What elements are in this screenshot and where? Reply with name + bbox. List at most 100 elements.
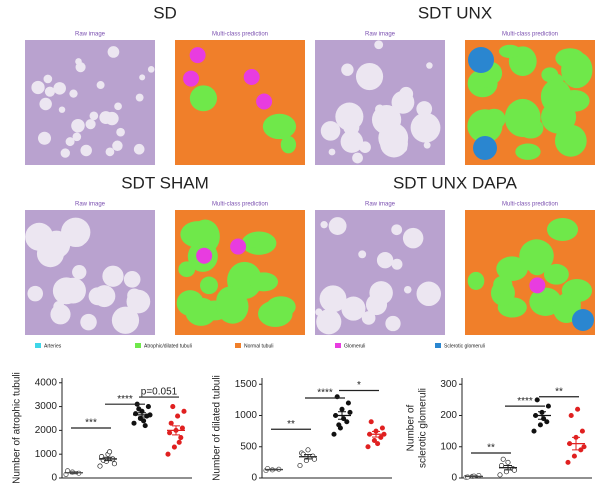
glomerulus xyxy=(196,247,213,264)
legend-label: Normal tubuli xyxy=(244,343,273,349)
legend-label: Glomeruli xyxy=(344,343,365,349)
point xyxy=(136,406,142,412)
tubule xyxy=(185,297,217,326)
raw-image xyxy=(315,40,445,165)
lumen xyxy=(89,111,99,121)
y-axis-label: Number of atrophic tubuli xyxy=(12,372,23,484)
point xyxy=(168,420,174,426)
prediction-image xyxy=(175,210,305,335)
y-tick-label: 0 xyxy=(451,473,457,484)
y-axis-label: Number of xyxy=(406,404,417,451)
glomerulus xyxy=(529,277,546,294)
point xyxy=(371,437,377,444)
lumen xyxy=(135,93,144,102)
lumen xyxy=(385,315,401,332)
lumen xyxy=(114,102,122,111)
significance-label: p=0.051 xyxy=(141,387,178,398)
point xyxy=(311,456,317,462)
raw-image xyxy=(25,40,155,165)
prediction-image xyxy=(465,210,595,335)
y-axis-label: Number of dilated tubuli xyxy=(212,375,223,481)
tubule xyxy=(541,67,559,83)
legend-swatch xyxy=(335,343,341,348)
lumen xyxy=(139,74,146,81)
y-tick-label: 0 xyxy=(251,473,257,484)
significance-label: **** xyxy=(117,394,133,405)
lumen xyxy=(336,299,344,307)
lumen xyxy=(369,281,393,305)
y-axis-label: sclerotic glomeruli xyxy=(418,388,429,468)
point xyxy=(345,400,351,406)
tubule xyxy=(249,272,279,292)
lumen xyxy=(85,119,96,130)
tubule xyxy=(493,275,513,294)
tubule xyxy=(178,261,196,278)
lumen xyxy=(391,224,403,236)
point xyxy=(537,422,543,428)
lumen xyxy=(403,285,412,294)
glomerulus xyxy=(189,47,206,64)
point xyxy=(531,428,537,434)
lumen xyxy=(69,230,87,247)
point xyxy=(339,406,345,412)
legend-label: Arteries xyxy=(44,343,62,349)
point xyxy=(170,404,176,410)
tubule xyxy=(561,51,593,89)
panel-title: SDT UNX DAPA xyxy=(393,173,518,192)
lumen xyxy=(50,304,71,325)
point xyxy=(176,439,182,445)
tubule xyxy=(189,85,218,112)
prediction-image xyxy=(175,40,305,165)
point xyxy=(336,422,342,428)
point xyxy=(500,456,506,462)
legend-swatch xyxy=(135,343,141,348)
tubule xyxy=(541,100,577,134)
lumen xyxy=(53,82,66,95)
y-tick-label: 100 xyxy=(440,441,457,452)
image-caption: Raw image xyxy=(75,202,106,208)
legend-label: Atrophic/dilated tubuli xyxy=(144,343,192,349)
significance-label: * xyxy=(357,380,361,391)
point xyxy=(331,431,337,437)
y-tick-label: 0 xyxy=(51,473,57,484)
lumen xyxy=(116,127,125,137)
point xyxy=(375,441,381,447)
panel-title: SDT SHAM xyxy=(121,173,209,192)
tubule xyxy=(280,136,297,154)
point xyxy=(565,459,571,465)
point xyxy=(167,430,173,436)
legend-swatch xyxy=(235,343,241,348)
lumen xyxy=(37,131,52,145)
point xyxy=(344,419,350,425)
tubule xyxy=(180,221,216,248)
point xyxy=(165,451,171,457)
point xyxy=(365,444,371,450)
point xyxy=(379,425,385,431)
glomerulus xyxy=(183,70,200,87)
significance-label: **** xyxy=(317,388,333,399)
y-tick-label: 500 xyxy=(240,441,257,452)
lumen xyxy=(378,122,409,153)
lumen xyxy=(374,40,384,50)
y-tick-label: 200 xyxy=(440,410,457,421)
legend-label: Sclerotic glomeruli xyxy=(444,343,485,349)
point xyxy=(297,462,303,469)
lumen xyxy=(93,285,116,308)
lumen xyxy=(99,111,113,125)
lumen xyxy=(426,62,433,69)
lumen xyxy=(60,148,70,158)
lumen xyxy=(358,250,367,259)
point xyxy=(142,423,148,429)
lumen xyxy=(133,143,145,155)
lumen xyxy=(43,74,53,84)
lumen xyxy=(376,252,394,269)
lumen xyxy=(361,311,376,325)
lumen xyxy=(320,221,328,229)
point xyxy=(511,467,517,473)
lumen xyxy=(58,106,66,113)
lumen xyxy=(416,101,433,117)
lumen xyxy=(27,285,44,302)
point xyxy=(175,413,181,419)
point xyxy=(497,472,503,478)
